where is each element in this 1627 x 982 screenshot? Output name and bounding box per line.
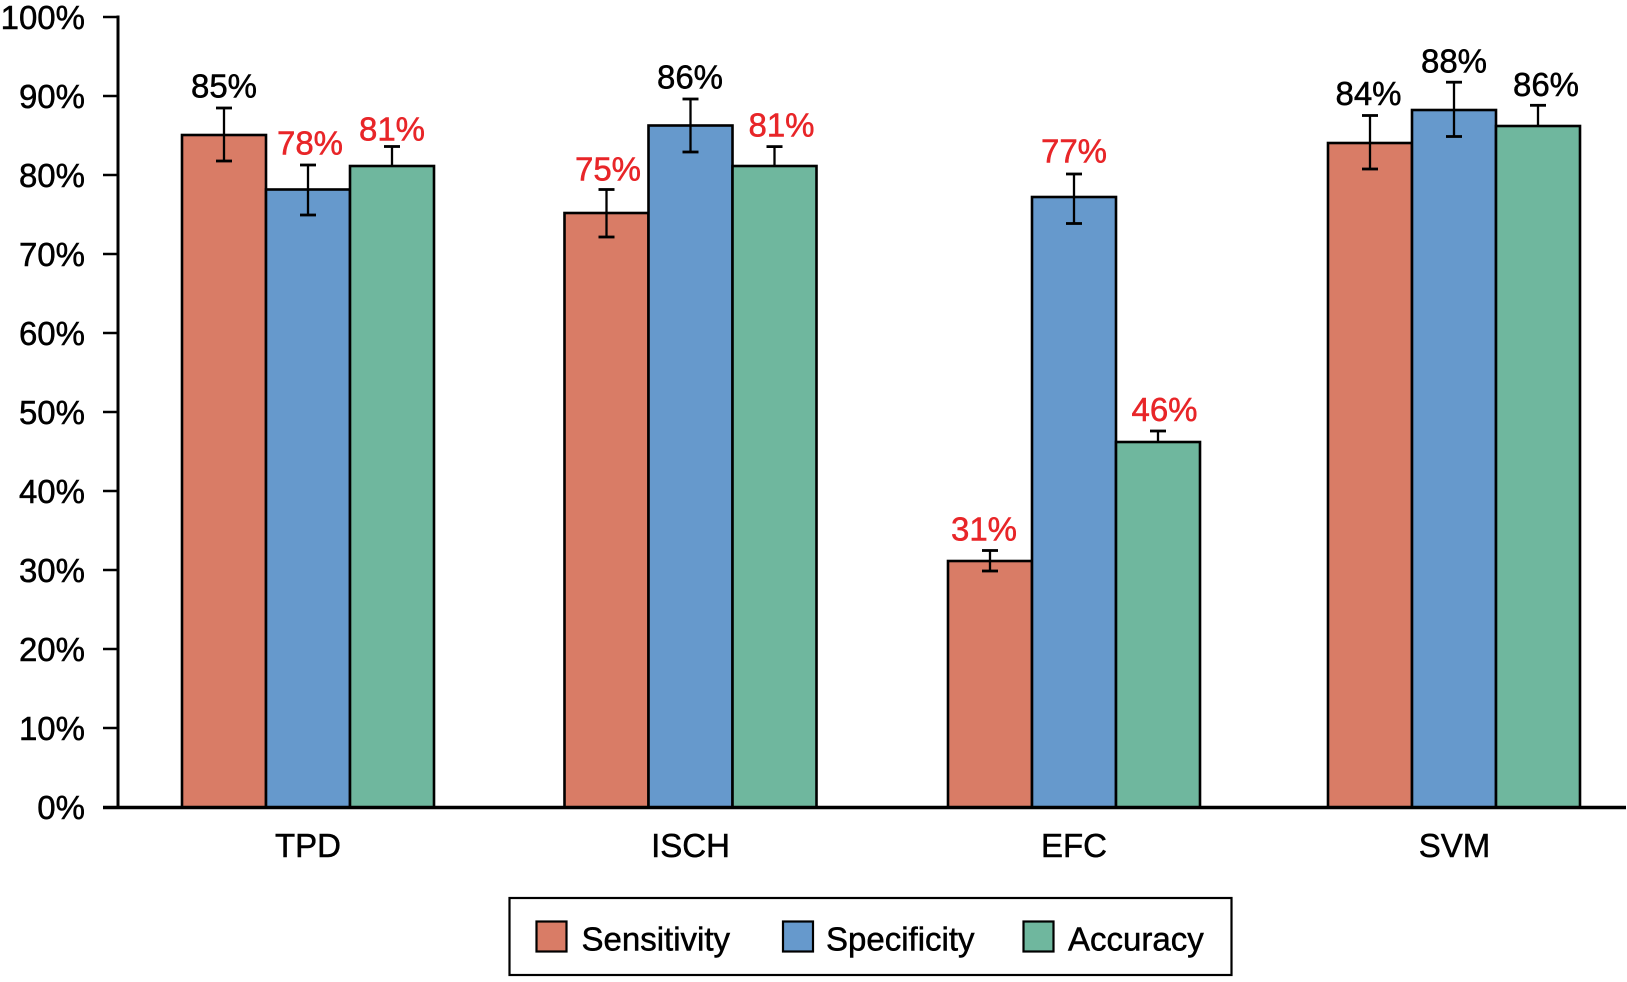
svg-text:40%: 40% <box>19 473 85 510</box>
svg-text:30%: 30% <box>19 552 85 589</box>
svg-text:SVM: SVM <box>1419 827 1491 864</box>
svg-text:90%: 90% <box>19 78 85 115</box>
svg-text:86%: 86% <box>1513 66 1579 103</box>
svg-text:0%: 0% <box>37 789 85 826</box>
svg-text:84%: 84% <box>1335 75 1401 112</box>
svg-text:46%: 46% <box>1131 391 1197 428</box>
svg-text:81%: 81% <box>748 107 814 144</box>
svg-text:20%: 20% <box>19 631 85 668</box>
svg-text:85%: 85% <box>191 68 257 105</box>
svg-text:Accuracy: Accuracy <box>1068 921 1204 958</box>
svg-text:EFC: EFC <box>1041 827 1107 864</box>
svg-text:50%: 50% <box>19 394 85 431</box>
svg-text:ISCH: ISCH <box>651 827 730 864</box>
svg-text:80%: 80% <box>19 157 85 194</box>
svg-text:75%: 75% <box>575 150 641 187</box>
svg-text:78%: 78% <box>277 124 343 161</box>
svg-text:TPD: TPD <box>275 827 341 864</box>
svg-text:60%: 60% <box>19 315 85 352</box>
svg-text:31%: 31% <box>951 511 1017 548</box>
svg-text:81%: 81% <box>359 111 425 148</box>
svg-text:88%: 88% <box>1421 42 1487 79</box>
svg-text:86%: 86% <box>657 59 723 96</box>
svg-text:Sensitivity: Sensitivity <box>582 921 731 958</box>
svg-text:Specificity: Specificity <box>826 921 975 958</box>
svg-text:100%: 100% <box>1 0 85 36</box>
svg-text:10%: 10% <box>19 710 85 747</box>
svg-text:77%: 77% <box>1041 132 1107 169</box>
svg-text:70%: 70% <box>19 236 85 273</box>
